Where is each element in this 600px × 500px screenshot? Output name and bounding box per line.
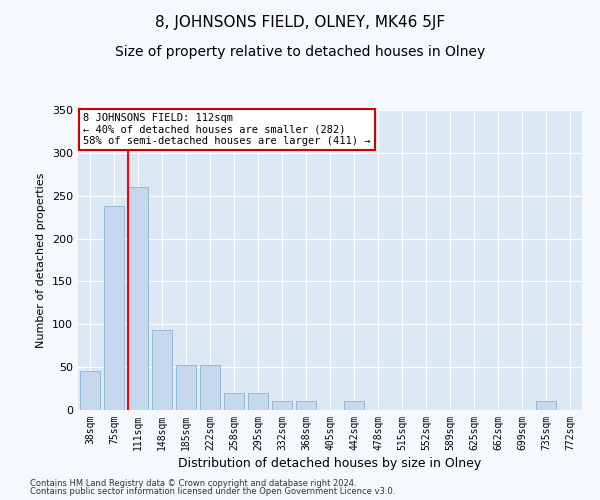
Bar [128, 187, 148, 410]
Text: Contains HM Land Registry data © Crown copyright and database right 2024.: Contains HM Land Registry data © Crown c… [30, 478, 356, 488]
Text: Size of property relative to detached houses in Olney: Size of property relative to detached ho… [115, 45, 485, 59]
Bar [248, 393, 268, 410]
Bar [200, 366, 220, 410]
Text: Contains public sector information licensed under the Open Government Licence v3: Contains public sector information licen… [30, 487, 395, 496]
Bar [176, 366, 196, 410]
X-axis label: Distribution of detached houses by size in Olney: Distribution of detached houses by size … [178, 457, 482, 470]
Bar [104, 206, 124, 410]
Bar [80, 372, 100, 410]
Text: 8 JOHNSONS FIELD: 112sqm
← 40% of detached houses are smaller (282)
58% of semi-: 8 JOHNSONS FIELD: 112sqm ← 40% of detach… [83, 113, 371, 146]
Bar [536, 402, 556, 410]
Y-axis label: Number of detached properties: Number of detached properties [37, 172, 46, 348]
Bar [344, 402, 364, 410]
Bar [224, 393, 244, 410]
Text: 8, JOHNSONS FIELD, OLNEY, MK46 5JF: 8, JOHNSONS FIELD, OLNEY, MK46 5JF [155, 15, 445, 30]
Bar [296, 402, 316, 410]
Bar [272, 402, 292, 410]
Bar [152, 330, 172, 410]
